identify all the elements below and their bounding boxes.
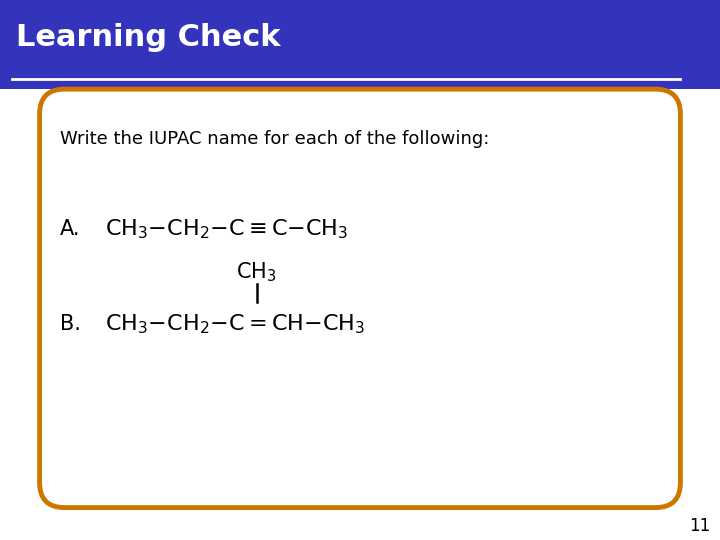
Text: $\mathregular{CH_3{-}CH_2{-}C{=}CH{-}CH_3}$: $\mathregular{CH_3{-}CH_2{-}C{=}CH{-}CH_… xyxy=(104,312,364,336)
Text: A.: A. xyxy=(60,219,80,239)
Text: Learning Check: Learning Check xyxy=(16,23,281,52)
Text: $\mathregular{CH_3}$: $\mathregular{CH_3}$ xyxy=(236,260,277,284)
FancyBboxPatch shape xyxy=(40,89,680,508)
Text: 11: 11 xyxy=(689,517,711,535)
Bar xyxy=(0,0,720,89)
Text: $\mathregular{CH_3{-}CH_2{-}C{\equiv}C{-}CH_3}$: $\mathregular{CH_3{-}CH_2{-}C{\equiv}C{-… xyxy=(104,217,348,241)
Text: Write the IUPAC name for each of the following:: Write the IUPAC name for each of the fol… xyxy=(60,130,489,148)
Text: B.: B. xyxy=(60,314,81,334)
